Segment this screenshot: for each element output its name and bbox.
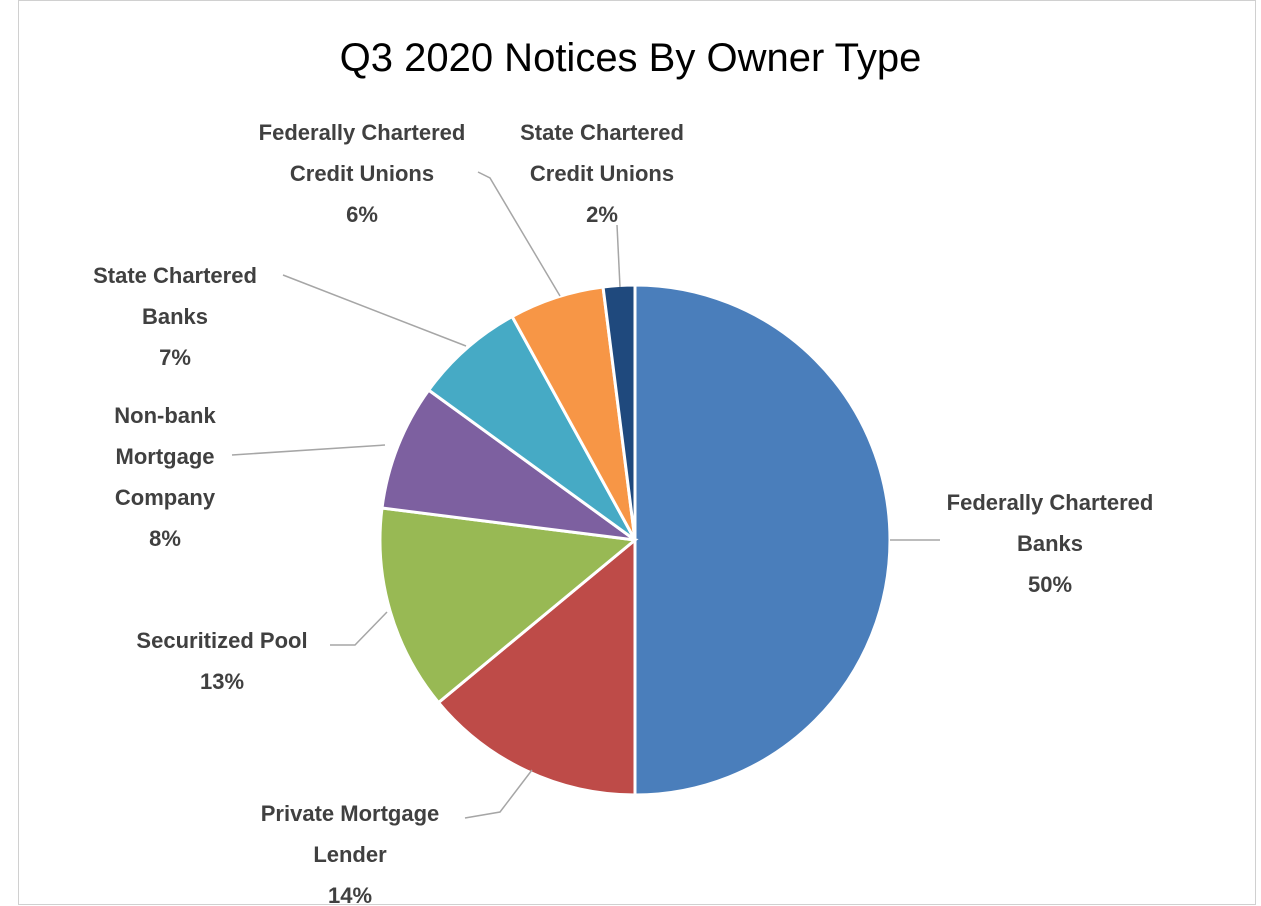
slice-value-label: 6% [346,202,378,227]
slice-label: Federally Chartered Banks [946,490,1154,556]
slice-value-label: 14% [327,883,373,906]
pie-slice [378,506,639,705]
slice-label: State Chartered Credit Unions [520,120,684,186]
leader-line [464,769,533,819]
slice-value-label: 8% [149,526,181,551]
slice-value-label: 50% [1027,572,1073,597]
slice-label: State Chartered Banks [93,263,257,329]
pie-slice [633,283,892,797]
leader-line [477,171,561,297]
slice-label: Non-bank Mortgage Company [114,403,216,510]
pie-slice [426,314,637,542]
slice-value-label: 13% [199,669,245,694]
pie-slice [380,388,636,542]
pie-slice [436,536,637,797]
slice-label: Federally Chartered Credit Unions [258,120,466,186]
slice-value-label: 7% [159,345,191,370]
chart-border [18,0,1256,905]
pie-slice [601,283,637,541]
slice-value-label: 2% [586,202,618,227]
slice-label: Private Mortgage Lender [260,801,440,867]
leader-line [282,274,467,347]
chart-title: Q3 2020 Notices By Owner Type [339,36,922,80]
leader-line [231,444,386,456]
leader-line [616,224,621,288]
slice-label: Securitized Pool [136,628,308,653]
leader-line [330,611,388,646]
